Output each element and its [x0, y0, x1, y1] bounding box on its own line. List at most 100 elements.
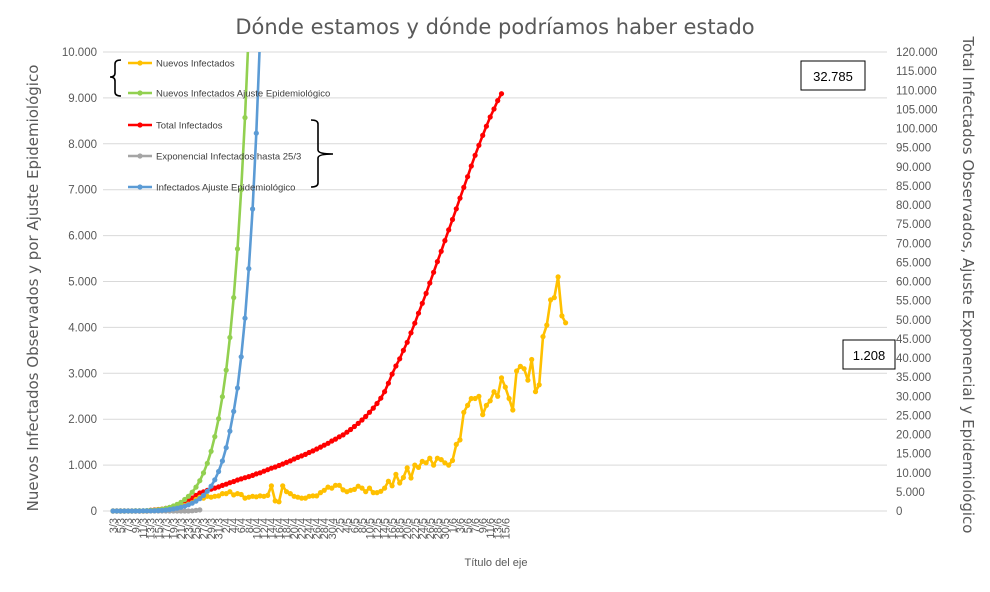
x-tick-label: 5/6: [463, 518, 475, 533]
x-tick-label: 6/5: [349, 518, 361, 533]
data-point: [491, 389, 497, 395]
callout-total-text: 32.785: [813, 69, 853, 84]
data-point: [110, 508, 116, 514]
right-tick-label: 5.000: [896, 487, 925, 499]
right-tick-label: 95.000: [896, 143, 931, 155]
x-tick-label: 17/3: [161, 518, 173, 539]
data-point: [208, 483, 214, 489]
data-point: [234, 246, 241, 252]
x-tick-label: 14/4: [266, 518, 278, 539]
legend-item: Total Infectados: [128, 121, 223, 132]
data-point: [453, 206, 459, 212]
data-point: [495, 98, 501, 104]
data-point: [193, 498, 199, 504]
data-point: [351, 486, 357, 492]
data-point: [227, 489, 233, 495]
data-point: [231, 408, 237, 414]
data-point: [400, 347, 406, 353]
x-tick-label: 23/3: [183, 518, 195, 539]
data-point: [336, 482, 342, 488]
x-tick-label: 18/4: [282, 518, 294, 539]
right-tick-label: 40.000: [896, 353, 931, 365]
data-point: [231, 295, 237, 301]
data-point: [208, 448, 214, 454]
data-point: [404, 465, 410, 471]
legend-item: Nuevos Infectados Ajuste Epidemiológico: [128, 89, 330, 100]
data-point: [212, 434, 218, 440]
data-point: [129, 508, 135, 514]
left-tick-label: 4.000: [68, 322, 97, 334]
right-tick-label: 55.000: [896, 296, 931, 308]
data-point: [378, 488, 384, 494]
data-point: [363, 413, 369, 420]
data-point: [502, 384, 508, 390]
x-tick-label: 19/3: [168, 518, 180, 539]
series-4: [110, 52, 261, 514]
data-point: [227, 334, 233, 341]
legend-label: Total Infectados: [156, 121, 223, 132]
legend-item: Exponencial Infectados hasta 25/3: [128, 152, 301, 163]
data-point: [453, 441, 459, 447]
data-point: [321, 487, 327, 493]
legend-label: Nuevos Infectados Ajuste Epidemiológico: [156, 89, 330, 100]
data-point: [276, 499, 282, 505]
legend-marker: [137, 184, 143, 190]
data-point: [193, 484, 199, 490]
data-point: [468, 163, 474, 169]
data-point: [212, 477, 218, 483]
series-line: [113, 52, 261, 513]
data-point: [242, 315, 248, 321]
data-point: [325, 440, 331, 446]
data-point: [197, 496, 203, 502]
data-point: [185, 508, 191, 514]
x-tick-label: 16/4: [274, 518, 286, 539]
x-tick-label: 16/5: [387, 518, 399, 539]
right-tick-label: 10.000: [896, 468, 931, 480]
data-point: [529, 356, 535, 363]
data-point: [182, 496, 188, 503]
right-tick-label: 75.000: [896, 219, 931, 231]
data-point: [438, 457, 444, 463]
x-tick-label: 30/5: [440, 518, 452, 539]
data-point: [400, 474, 406, 481]
right-tick-label: 0: [896, 506, 902, 518]
data-point: [151, 508, 158, 514]
data-point: [393, 363, 399, 369]
x-tick-label: 22/5: [410, 518, 422, 539]
data-point: [468, 395, 474, 402]
x-tick-label: 30/4: [327, 518, 339, 539]
callout-new-text: 1.208: [853, 348, 886, 363]
right-tick-label: 115.000: [896, 66, 937, 78]
data-point: [491, 106, 497, 112]
data-point: [427, 280, 433, 286]
left-tick-label: 3.000: [68, 368, 97, 380]
x-tick-label: 20/4: [289, 518, 301, 539]
x-tick-label: 1/6: [447, 518, 459, 533]
data-point: [551, 295, 557, 301]
callout-new: 1.208: [842, 339, 896, 370]
data-point: [514, 368, 520, 374]
data-point: [427, 455, 433, 461]
data-point: [234, 385, 241, 391]
right-tick-label: 110.000: [896, 85, 937, 97]
right-tick-label: 120.000: [896, 47, 938, 59]
data-point: [446, 462, 452, 468]
data-point: [359, 485, 365, 491]
left-tick-label: 7.000: [68, 185, 97, 197]
data-point: [423, 460, 429, 466]
data-point: [148, 508, 154, 514]
data-point: [397, 356, 403, 362]
data-point: [246, 266, 252, 272]
data-point: [532, 389, 539, 395]
right-tick-label: 80.000: [896, 200, 931, 212]
data-point: [189, 500, 195, 506]
data-point: [314, 493, 320, 499]
data-point: [212, 493, 218, 499]
x-tick-label: 15/6: [500, 518, 512, 539]
data-point: [114, 508, 120, 514]
data-point: [465, 402, 471, 408]
data-point: [423, 290, 429, 296]
right-tick-label: 85.000: [896, 181, 931, 193]
data-point: [544, 322, 550, 328]
series-0: [110, 274, 569, 514]
